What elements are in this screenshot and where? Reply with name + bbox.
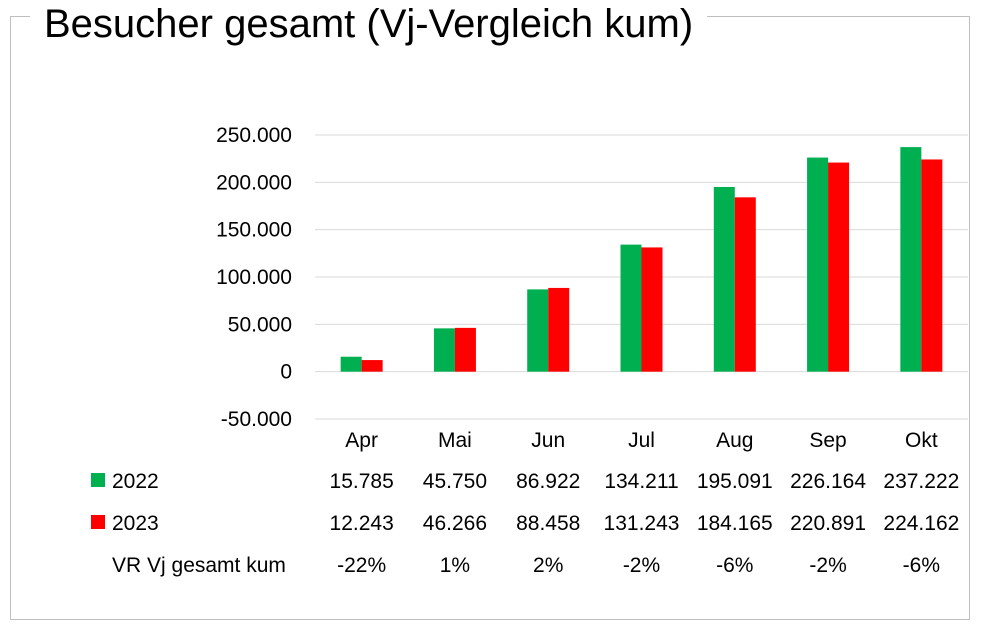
legend-swatch-2022 (91, 473, 105, 487)
data-label: 224.162 (883, 512, 959, 535)
x-axis-categories: Apr Mai Jun Jul Aug Sep Okt (345, 429, 938, 452)
x-category-label: Jul (628, 429, 655, 452)
bar-2022-Okt (900, 147, 922, 372)
y-tick-label: 200.000 (216, 171, 292, 194)
bar-2023-Aug (734, 197, 756, 372)
legend-swatch-2023 (91, 515, 105, 529)
chart-title: Besucher gesamt (Vj-Vergleich kum) (30, 0, 708, 48)
bar-2023-Apr (361, 360, 383, 372)
y-tick-label: 100.000 (216, 266, 292, 289)
bar-2023-Jun (548, 287, 570, 372)
series-name: 2022 (112, 470, 159, 493)
y-tick-label: -50.000 (221, 408, 292, 431)
data-label: 12.243 (330, 512, 394, 535)
percent-change-label: 2% (533, 554, 563, 577)
data-label: 184.165 (697, 512, 773, 535)
percent-change-label: -2% (623, 554, 660, 577)
data-label: 131.243 (604, 512, 680, 535)
y-tick-label: 50.000 (228, 313, 292, 336)
bar-2022-Jun (527, 289, 549, 372)
bar-2022-Apr (340, 356, 362, 372)
data-label: 226.164 (790, 470, 866, 493)
x-category-label: Aug (716, 429, 753, 452)
extra-row-name: VR Vj gesamt kum (112, 554, 286, 577)
data-table: 2022 15.785 45.750 86.922 134.211 195.091 226.… (91, 470, 959, 577)
bar-2022-Sep (807, 157, 829, 372)
data-label: 220.891 (790, 512, 866, 535)
bar-2023-Jul (641, 247, 663, 372)
series-name: 2023 (112, 512, 159, 535)
y-axis-ticks: -50.000 0 50.000 100.000 150.000 200.000 250.0… (216, 124, 292, 431)
percent-change-label: -6% (716, 554, 753, 577)
bar-2022-Mai (433, 328, 455, 372)
bars (340, 147, 943, 372)
gridlines (315, 134, 968, 420)
x-category-label: Sep (809, 429, 846, 452)
bar-2022-Jul (620, 244, 642, 372)
x-category-label: Apr (345, 429, 378, 452)
bar-2023-Mai (454, 327, 476, 372)
data-label: 45.750 (423, 470, 487, 493)
data-label: 86.922 (516, 470, 580, 493)
data-label: 134.211 (604, 470, 678, 493)
data-label: 237.222 (883, 470, 959, 493)
bar-2023-Sep (828, 162, 850, 372)
data-label: 88.458 (516, 512, 580, 535)
percent-change-label: -6% (903, 554, 940, 577)
y-tick-label: 250.000 (216, 124, 292, 147)
data-label: 195.091 (697, 470, 773, 493)
data-label: 46.266 (423, 512, 487, 535)
y-tick-label: 0 (280, 361, 292, 384)
y-tick-label: 150.000 (216, 219, 292, 242)
data-label: 15.785 (330, 470, 394, 493)
bar-2022-Aug (713, 186, 735, 372)
percent-change-label: 1% (440, 554, 470, 577)
x-category-label: Jun (531, 429, 565, 452)
percent-change-label: -2% (809, 554, 846, 577)
x-category-label: Mai (438, 429, 472, 452)
x-category-label: Okt (905, 429, 938, 452)
percent-change-label: -22% (337, 554, 386, 577)
bar-2023-Okt (921, 159, 943, 372)
